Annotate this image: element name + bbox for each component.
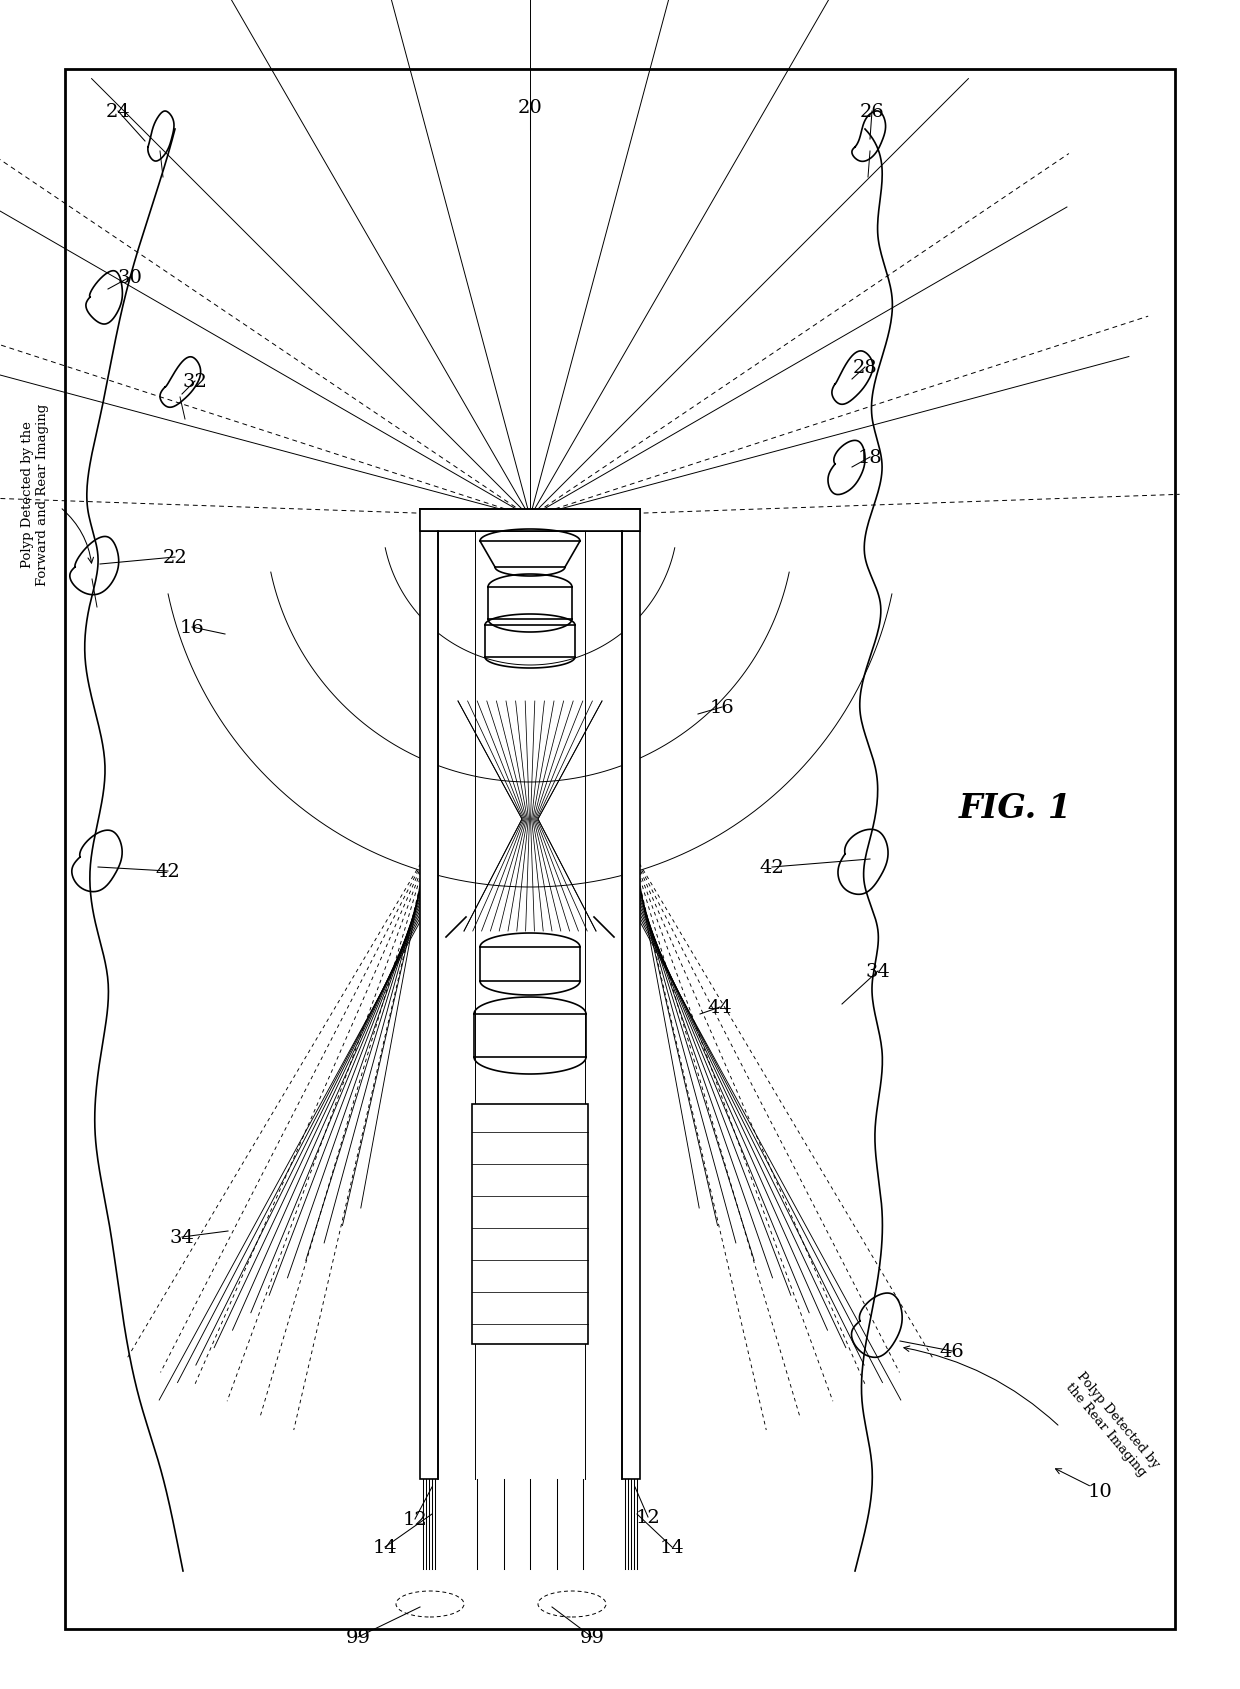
Text: 32: 32	[182, 373, 207, 390]
Text: 20: 20	[517, 100, 542, 117]
Text: 12: 12	[636, 1508, 661, 1527]
Text: 46: 46	[940, 1343, 965, 1360]
Text: 10: 10	[1087, 1483, 1112, 1500]
Text: 30: 30	[118, 269, 143, 287]
Bar	[64, 69, 1176, 1628]
Bar	[420, 510, 640, 532]
Text: 14: 14	[660, 1539, 684, 1556]
Text: 18: 18	[858, 449, 883, 466]
Bar	[472, 1105, 588, 1344]
Text: 16: 16	[709, 699, 734, 716]
Text: Polyp Detected by the
Forward and Rear Imaging: Polyp Detected by the Forward and Rear I…	[21, 404, 50, 586]
Ellipse shape	[396, 1591, 464, 1616]
Text: Polyp Detected by
the Rear Imaging: Polyp Detected by the Rear Imaging	[1063, 1368, 1162, 1480]
Text: 42: 42	[760, 858, 785, 877]
Text: 34: 34	[170, 1228, 195, 1246]
Text: 12: 12	[403, 1510, 428, 1529]
Text: 34: 34	[866, 963, 890, 980]
Text: 28: 28	[853, 358, 878, 377]
Text: 24: 24	[105, 103, 130, 122]
Text: FIG. 1: FIG. 1	[959, 790, 1071, 824]
Text: 99: 99	[579, 1628, 605, 1647]
Ellipse shape	[538, 1591, 606, 1616]
Text: 22: 22	[162, 549, 187, 568]
Text: 99: 99	[346, 1628, 371, 1647]
Text: 26: 26	[859, 103, 884, 122]
Text: 42: 42	[156, 863, 180, 880]
Text: 16: 16	[180, 618, 205, 637]
Bar	[622, 510, 640, 1480]
Text: 44: 44	[708, 998, 733, 1017]
Text: 14: 14	[373, 1539, 397, 1556]
Bar	[420, 510, 438, 1480]
